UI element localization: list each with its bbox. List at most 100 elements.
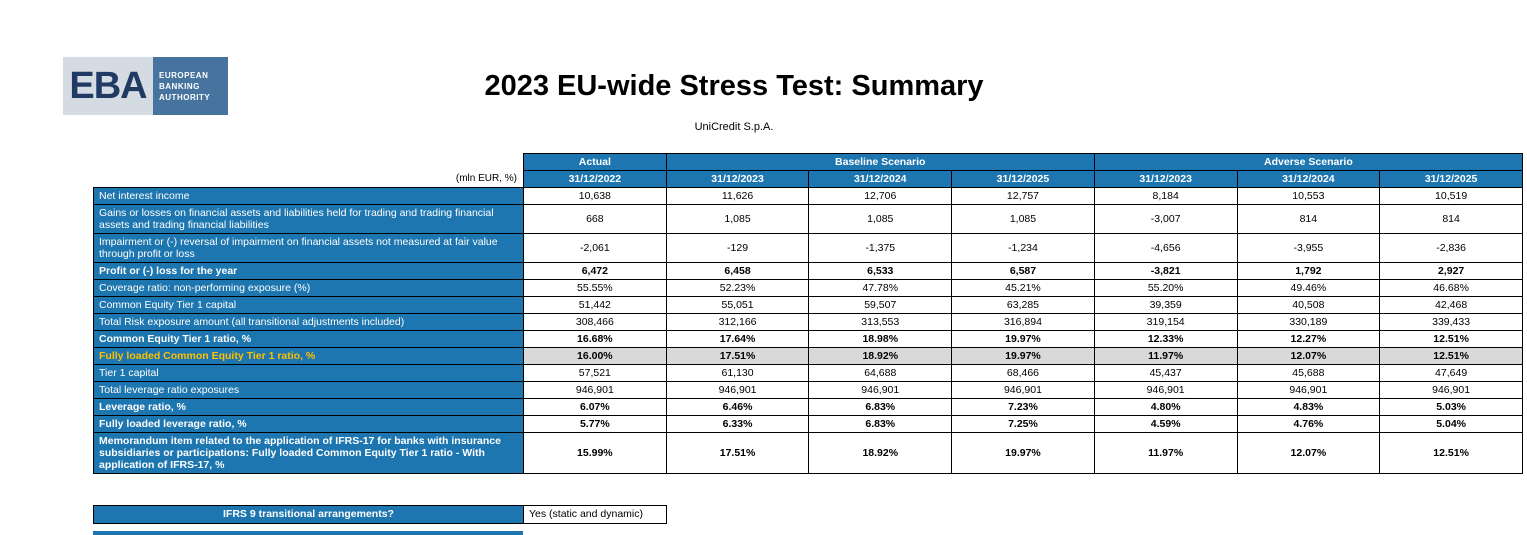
value-cell: 15.99%: [523, 432, 667, 474]
ifrs9-answer: Yes (static and dynamic): [523, 505, 667, 524]
value-cell: 319,154: [1093, 313, 1238, 331]
value-cell: 17.64%: [665, 330, 810, 348]
eba-logo: EBA EUROPEAN BANKING AUTHORITY: [63, 57, 228, 115]
value-cell: 47.78%: [808, 279, 953, 297]
value-cell: 45,688: [1236, 364, 1381, 382]
table-row: Total leverage ratio exposures 946,901 946…: [93, 381, 1523, 399]
value-cell: 316,894: [951, 313, 1095, 331]
value-cell: 946,901: [1236, 381, 1381, 399]
logo-caption-line: BANKING: [159, 81, 200, 91]
date-header-row: (mln EUR, %) 31/12/2022 31/12/2023 31/12/2…: [93, 170, 1523, 188]
value-cell: 946,901: [665, 381, 810, 399]
value-cell: 5.77%: [523, 415, 667, 433]
value-cell: 10,519: [1379, 187, 1523, 205]
value-cell: 6.07%: [523, 398, 667, 416]
col-group-adverse: Adverse Scenario: [1093, 153, 1524, 171]
value-cell: 946,901: [523, 381, 667, 399]
row-label: Fully loaded leverage ratio, %: [93, 415, 524, 433]
table-row: Profit or (-) loss for the year 6,472 6,45…: [93, 262, 1523, 280]
value-cell: 8,184: [1093, 187, 1238, 205]
table-row: Gains or losses on financial assets and …: [93, 204, 1523, 234]
col-group-baseline: Baseline Scenario: [665, 153, 1095, 171]
col-header-date: 31/12/2022: [523, 170, 667, 188]
row-label: Common Equity Tier 1 capital: [93, 296, 524, 314]
value-cell: 1,085: [665, 204, 810, 234]
cutoff-next-row: [93, 531, 523, 535]
value-cell: -1,375: [808, 233, 953, 263]
table-row: Common Equity Tier 1 capital 51,442 55,051…: [93, 296, 1523, 314]
value-cell: 16.68%: [523, 330, 667, 348]
table-row: Fully loaded Common Equity Tier 1 ratio,…: [93, 347, 1523, 365]
value-cell: 59,507: [808, 296, 953, 314]
value-cell: 52.23%: [665, 279, 810, 297]
value-cell: 308,466: [523, 313, 667, 331]
row-label: Gains or losses on financial assets and …: [93, 204, 524, 234]
table-row: Total Risk exposure amount (all transiti…: [93, 313, 1523, 331]
value-cell: 17.51%: [665, 432, 810, 474]
col-header-date: 31/12/2025: [1379, 170, 1523, 188]
row-label: Tier 1 capital: [93, 364, 524, 382]
value-cell: 18.92%: [808, 347, 953, 365]
scenario-header-row: Actual Baseline Scenario Adverse Scenari…: [93, 153, 1524, 171]
value-cell: -1,234: [951, 233, 1095, 263]
value-cell: 1,085: [808, 204, 953, 234]
value-cell: -3,821: [1093, 262, 1238, 280]
value-cell: 6,587: [951, 262, 1095, 280]
unit-label: (mln EUR, %): [93, 170, 524, 188]
value-cell: 11,626: [665, 187, 810, 205]
row-label: Profit or (-) loss for the year: [93, 262, 524, 280]
value-cell: 16.00%: [523, 347, 667, 365]
value-cell: 946,901: [951, 381, 1095, 399]
table-row: Memorandum item related to the applicati…: [93, 432, 1523, 474]
value-cell: 7.23%: [951, 398, 1095, 416]
value-cell: 313,553: [808, 313, 953, 331]
value-cell: 19.97%: [951, 330, 1095, 348]
value-cell: -2,836: [1379, 233, 1523, 263]
table-row: Net interest income 10,638 11,626 12,706 12,…: [93, 187, 1523, 205]
value-cell: 6.83%: [808, 398, 953, 416]
col-header-date: 31/12/2024: [1236, 170, 1381, 188]
value-cell: 51,442: [523, 296, 667, 314]
row-label: Net interest income: [93, 187, 524, 205]
value-cell: 946,901: [1093, 381, 1238, 399]
value-cell: 19.97%: [951, 347, 1095, 365]
value-cell: 45,437: [1093, 364, 1238, 382]
value-cell: 339,433: [1379, 313, 1523, 331]
value-cell: 668: [523, 204, 667, 234]
value-cell: 57,521: [523, 364, 667, 382]
value-cell: 64,688: [808, 364, 953, 382]
value-cell: 5.04%: [1379, 415, 1523, 433]
page-title: 2023 EU-wide Stress Test: Summary: [484, 70, 984, 102]
value-cell: 46.68%: [1379, 279, 1523, 297]
value-cell: 55.55%: [523, 279, 667, 297]
logo-caption-line: AUTHORITY: [159, 92, 211, 102]
value-cell: 63,285: [951, 296, 1095, 314]
value-cell: -129: [665, 233, 810, 263]
value-cell: 12,757: [951, 187, 1095, 205]
value-cell: 6.83%: [808, 415, 953, 433]
value-cell: 312,166: [665, 313, 810, 331]
col-header-date: 31/12/2023: [665, 170, 810, 188]
value-cell: 2,927: [1379, 262, 1523, 280]
value-cell: 11.97%: [1093, 347, 1238, 365]
value-cell: -3,955: [1236, 233, 1381, 263]
value-cell: 18.98%: [808, 330, 953, 348]
col-header-date: 31/12/2023: [1093, 170, 1238, 188]
value-cell: 47,649: [1379, 364, 1523, 382]
value-cell: 7.25%: [951, 415, 1095, 433]
value-cell: 6,458: [665, 262, 810, 280]
value-cell: 10,553: [1236, 187, 1381, 205]
value-cell: 45.21%: [951, 279, 1095, 297]
table-row: Impairment or (-) reversal of impairment…: [93, 233, 1523, 263]
value-cell: 12.07%: [1236, 347, 1381, 365]
ifrs9-question: IFRS 9 transitional arrangements?: [93, 505, 524, 524]
col-header-date: 31/12/2025: [951, 170, 1095, 188]
value-cell: 12.51%: [1379, 347, 1523, 365]
value-cell: 4.80%: [1093, 398, 1238, 416]
value-cell: 1,085: [951, 204, 1095, 234]
value-cell: 61,130: [665, 364, 810, 382]
table-row: Fully loaded leverage ratio, % 5.77% 6.33%…: [93, 415, 1523, 433]
table-row: Common Equity Tier 1 ratio, % 16.68% 17.64…: [93, 330, 1523, 348]
value-cell: 10,638: [523, 187, 667, 205]
